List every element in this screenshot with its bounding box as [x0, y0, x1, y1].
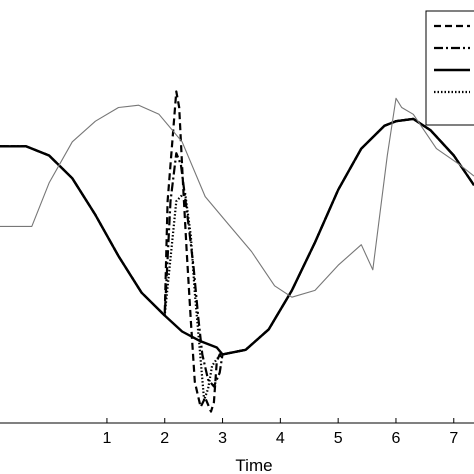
series-line-1-dashed [0, 90, 474, 413]
series-line-5-thin-solid [0, 97, 474, 298]
x-tick-label: 5 [334, 430, 343, 447]
legend-box [425, 10, 474, 126]
x-tick-label: 6 [392, 430, 401, 447]
legend-items [434, 24, 470, 94]
series-line-2-dash-dot [0, 117, 474, 388]
series-line-3-solid [0, 117, 474, 356]
series-layer [0, 90, 474, 413]
x-tick-label: 4 [276, 430, 285, 447]
series-line-4-dotted [0, 117, 474, 402]
x-tick-label: 2 [160, 430, 169, 447]
x-tick-label: 7 [449, 430, 458, 447]
x-tick-label: 3 [218, 430, 227, 447]
x-tick-label: 1 [102, 430, 111, 447]
x-ticks: 1 2 3 4 5 6 7 [102, 418, 458, 447]
x-axis-label: Time [235, 456, 272, 474]
legend [425, 10, 474, 126]
